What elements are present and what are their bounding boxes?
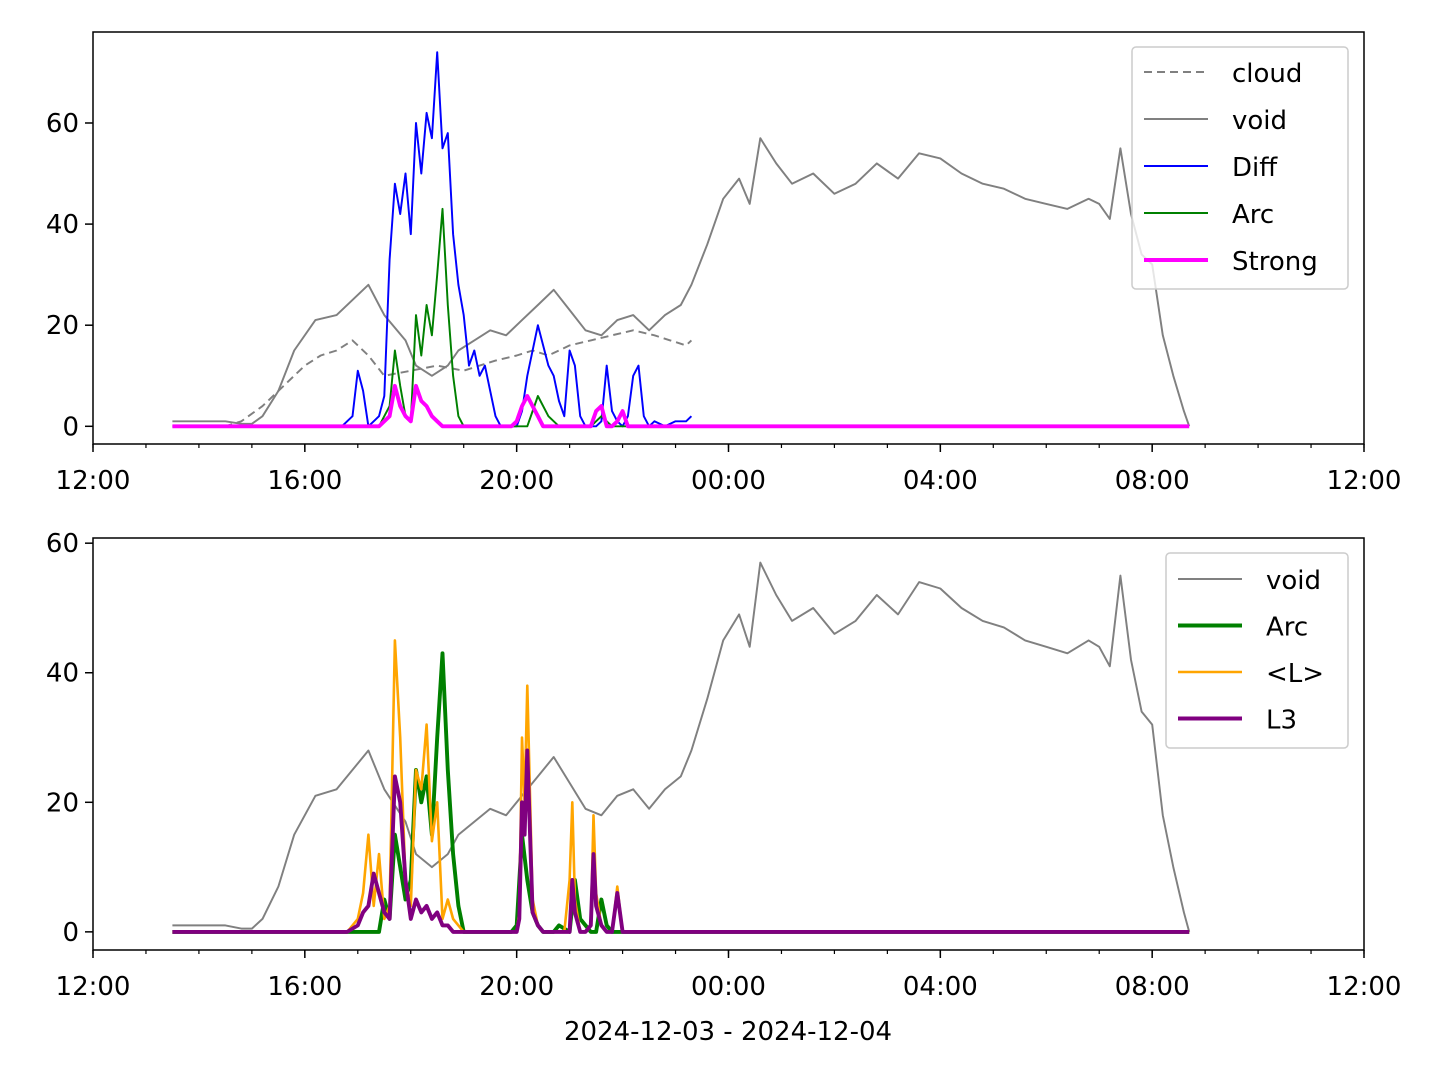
y-tick-label: 20 [46, 311, 79, 341]
x-tick-label: 04:00 [903, 466, 978, 496]
x-tick-label: 12:00 [56, 972, 131, 1002]
top-axis-layer: 12:00 16:00 20:00 00:00 04:00 08:00 12:00 0 20 40… [46, 31, 1402, 496]
bottom-axis-layer: 12:00 16:00 20:00 00:00 04:00 08:00 12:00 0 20 40… [46, 529, 1402, 1002]
bottom-legend: void Arc <L> L3 [1165, 552, 1349, 749]
legend-label-l: <L> [1266, 659, 1324, 689]
x-tick-label: 08:00 [1115, 972, 1190, 1002]
legend-label-strong: Strong [1232, 247, 1318, 277]
series-line-l3 [172, 748, 1190, 934]
legend-label-diff: Diff [1232, 153, 1278, 183]
bottom-series-layer [172, 561, 1191, 934]
x-tick-label: 12:00 [1327, 972, 1402, 1002]
x-tick-label: 12:00 [1327, 466, 1402, 496]
x-tick-label: 12:00 [56, 466, 131, 496]
legend-label-void: void [1266, 566, 1321, 596]
y-tick-label: 0 [62, 918, 79, 948]
top-legend: cloud void Diff Arc Strong [1131, 46, 1349, 290]
legend-label-cloud: cloud [1232, 59, 1302, 89]
x-tick-label: 08:00 [1115, 466, 1190, 496]
legend-label-arc: Arc [1232, 200, 1274, 230]
y-tick-label: 40 [46, 210, 79, 240]
y-tick-label: 20 [46, 788, 79, 818]
series-line-strong [172, 383, 1190, 429]
bottom-panel: 12:00 16:00 20:00 00:00 04:00 08:00 12:00 0 20 40… [46, 529, 1402, 1002]
x-tick-label: 20:00 [479, 466, 554, 496]
legend-label-l3: L3 [1266, 706, 1297, 736]
y-tick-label: 0 [62, 412, 79, 442]
y-tick-label: 60 [46, 529, 79, 559]
top-series-layer [172, 51, 1191, 429]
x-tick-label: 00:00 [691, 972, 766, 1002]
legend-label-void: void [1232, 106, 1287, 136]
legend-box [1131, 46, 1349, 290]
legend-box [1165, 552, 1349, 749]
series-line-void [172, 561, 1191, 933]
y-tick-label: 60 [46, 109, 79, 139]
x-tick-label: 16:00 [267, 466, 342, 496]
series-line-cloud [172, 329, 693, 428]
y-tick-label: 40 [46, 659, 79, 689]
x-tick-label: 00:00 [691, 466, 766, 496]
x-axis-label: 2024-12-03 - 2024-12-04 [564, 1017, 892, 1047]
series-line-void [172, 137, 1191, 427]
legend-label-arc: Arc [1266, 613, 1308, 643]
x-tick-label: 16:00 [267, 972, 342, 1002]
top-panel: 12:00 16:00 20:00 00:00 04:00 08:00 12:00 0 20 40… [46, 31, 1402, 496]
x-tick-label: 20:00 [479, 972, 554, 1002]
x-tick-label: 04:00 [903, 972, 978, 1002]
